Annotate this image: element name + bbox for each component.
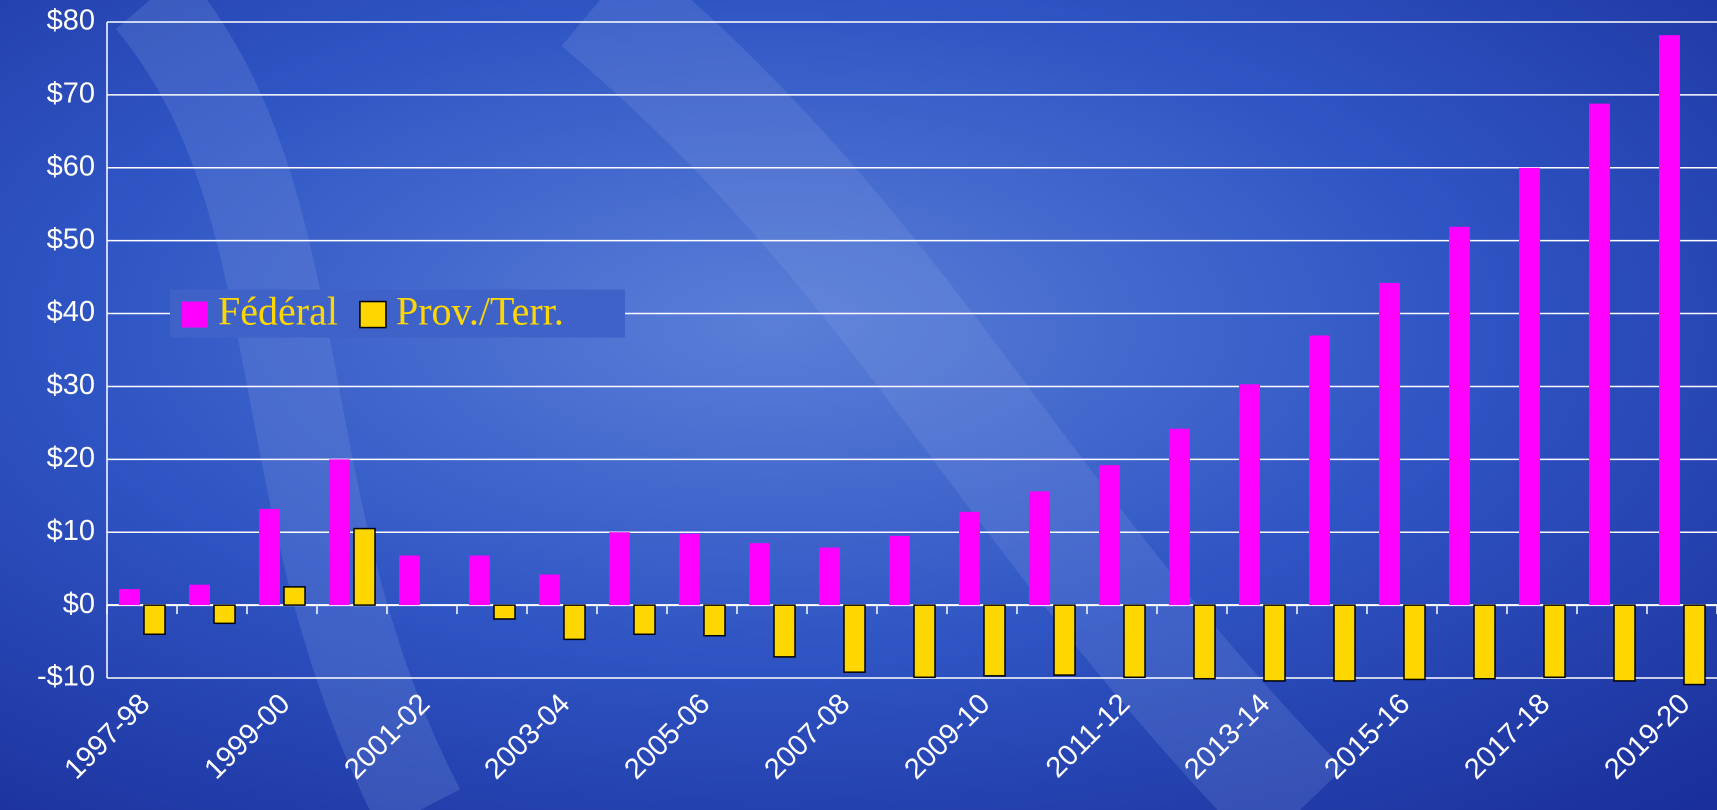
- bar: [1659, 35, 1680, 606]
- bar: [119, 589, 140, 606]
- bar: [679, 533, 700, 606]
- bar: [1543, 604, 1566, 679]
- bar: [1403, 604, 1426, 681]
- bar: [1123, 604, 1146, 679]
- bar: [703, 604, 726, 637]
- bar: [1263, 604, 1286, 682]
- bar: [1379, 282, 1400, 606]
- bar: [213, 604, 236, 625]
- bar: [259, 508, 280, 606]
- bar: [1193, 604, 1216, 680]
- y-tick-label: $50: [47, 223, 95, 255]
- bar: [1239, 384, 1260, 606]
- legend-background: [170, 289, 625, 338]
- bar: [1029, 491, 1050, 606]
- bar: [539, 574, 560, 606]
- legend-swatch: [359, 300, 387, 329]
- bar: [493, 604, 516, 620]
- bar: [469, 555, 490, 606]
- bar: [609, 532, 630, 606]
- bar: [353, 527, 376, 606]
- bar: [773, 604, 796, 658]
- bar: [819, 547, 840, 606]
- bar: [913, 604, 936, 679]
- bar: [1309, 335, 1330, 606]
- y-tick-label: $40: [47, 296, 95, 328]
- bar: [749, 543, 770, 606]
- decoration: [115, 0, 460, 810]
- y-tick-label: -$10: [37, 661, 95, 693]
- y-tick-label: $80: [47, 5, 95, 37]
- bar: [633, 604, 656, 636]
- y-tick-label: $30: [47, 369, 95, 401]
- bar: [1053, 604, 1076, 676]
- bar: [1099, 465, 1120, 606]
- bar: [1169, 428, 1190, 606]
- y-tick-label: $60: [47, 150, 95, 182]
- bar: [1449, 226, 1470, 606]
- bar: [843, 604, 866, 673]
- bar: [1589, 103, 1610, 606]
- bar: [1333, 604, 1356, 682]
- legend-swatch: [182, 301, 208, 328]
- decoration: [561, 0, 1344, 810]
- bar: [889, 535, 910, 606]
- bar: [189, 584, 210, 606]
- y-tick-label: $70: [47, 78, 95, 110]
- y-tick-label: $20: [47, 442, 95, 474]
- bar: [1683, 604, 1706, 686]
- bar: [1519, 167, 1540, 606]
- bar: [959, 511, 980, 606]
- bar: [329, 459, 350, 606]
- bar: [1613, 604, 1636, 682]
- y-tick-label: $10: [47, 515, 95, 547]
- legend-label: Prov./Terr.: [396, 289, 564, 334]
- y-tick-label: $0: [63, 588, 95, 620]
- bar: [983, 604, 1006, 677]
- bar: [563, 604, 586, 641]
- bar: [1473, 604, 1496, 680]
- bar: [283, 586, 306, 606]
- bar: [399, 555, 420, 606]
- bar: [143, 604, 166, 636]
- legend-label: Fédéral: [218, 289, 338, 334]
